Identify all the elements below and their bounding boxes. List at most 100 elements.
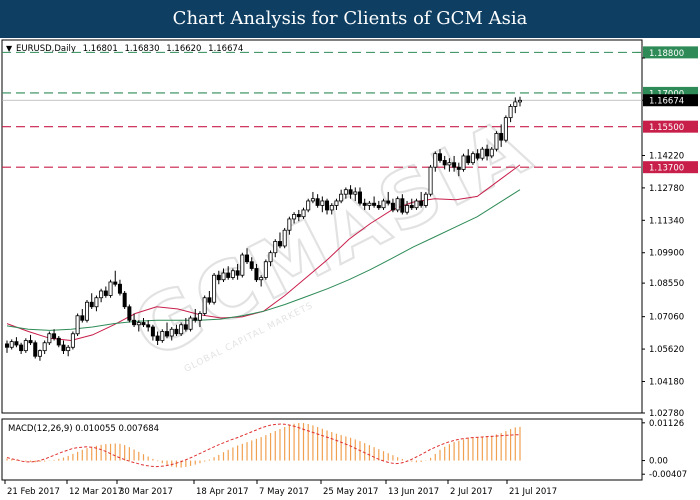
candle: [405, 200, 410, 215]
candle-body: [94, 297, 99, 308]
candle-body: [339, 193, 344, 202]
candle-body: [343, 189, 348, 195]
candle: [277, 232, 282, 249]
candle: [503, 115, 508, 143]
candle-body: [103, 290, 108, 296]
current-price-tag: [643, 94, 698, 107]
candle-body: [428, 166, 433, 195]
candle-body: [202, 297, 207, 314]
candle-body: [315, 198, 320, 206]
level-tag-1.13700: [643, 161, 698, 174]
candle-body: [485, 148, 490, 157]
candle-body: [89, 301, 94, 308]
candle: [61, 340, 66, 355]
candle-body: [494, 133, 499, 150]
candle: [85, 299, 90, 323]
candle: [207, 290, 212, 305]
candle: [485, 144, 490, 161]
candle: [254, 263, 259, 282]
ohlc-high: 1.16830: [124, 44, 159, 54]
candle-body: [273, 241, 278, 254]
candle-body: [80, 315, 85, 321]
candle: [146, 320, 151, 332]
candle: [268, 250, 273, 267]
candle-body: [136, 322, 141, 326]
candle-body: [56, 337, 61, 346]
candle: [334, 198, 339, 210]
candle: [381, 198, 386, 210]
candle-body: [367, 202, 372, 206]
candle: [33, 340, 38, 359]
candle-body: [117, 283, 122, 294]
candle-body: [518, 99, 523, 103]
candle: [103, 286, 108, 298]
candle-body: [442, 160, 447, 166]
candle: [400, 194, 405, 215]
candle: [28, 334, 33, 346]
candle-body: [212, 274, 217, 303]
candle: [113, 270, 118, 287]
candle: [428, 164, 433, 197]
candle-body: [61, 344, 66, 352]
y-tick-label: 1.12780: [649, 184, 684, 194]
candle: [80, 309, 85, 323]
candle-body: [306, 200, 311, 211]
x-tick-label: 21 Feb 2017: [7, 487, 60, 497]
y-tick-label: 1.05620: [649, 345, 684, 355]
candle-body: [122, 292, 127, 308]
price-panel: [1, 39, 643, 414]
candle: [508, 104, 513, 123]
candle-body: [66, 346, 71, 352]
candle-body: [150, 326, 155, 337]
candle-body: [221, 272, 226, 281]
candle-body: [33, 342, 38, 357]
level-label-1.13700: 1.13700: [649, 164, 684, 174]
chart-title: Chart Analysis for Clients of GCM Asia: [172, 8, 528, 29]
candle-body: [334, 200, 339, 206]
candle-body: [127, 306, 132, 321]
symbol-name: EURUSD,Daily: [16, 44, 76, 54]
candle: [282, 227, 287, 249]
candle-body: [381, 200, 386, 209]
y-tick-label: 1.02780: [649, 409, 684, 419]
candle: [480, 146, 485, 161]
candle: [348, 185, 353, 199]
candle: [66, 345, 71, 357]
candle: [56, 336, 61, 348]
y-tick-label: 1.08550: [649, 279, 684, 289]
level-label-1.15500: 1.15500: [649, 123, 684, 133]
x-tick-label: 13 Jun 2017: [388, 487, 439, 497]
candle-body: [409, 205, 414, 209]
candle-body: [5, 343, 10, 348]
candle-body: [146, 324, 151, 328]
candle: [202, 295, 207, 316]
macd-y-tick-label: 0.00: [649, 457, 668, 467]
symbol-dropdown-icon[interactable]: ▼: [6, 44, 13, 53]
candle-body: [357, 191, 362, 204]
candle-body: [165, 331, 170, 337]
candle: [419, 191, 424, 208]
candle: [249, 257, 254, 271]
x-tick-label: 30 Mar 2017: [119, 487, 173, 497]
ohlc-low: 1.16620: [166, 44, 201, 54]
macd-label: MACD(12,26,9) 0.010055 0.007684: [8, 424, 159, 434]
candle: [212, 272, 217, 305]
candle-body: [282, 229, 287, 247]
candle: [160, 329, 165, 343]
candle: [315, 194, 320, 208]
candle-body: [47, 333, 52, 344]
level-tag-1.18800: [643, 46, 698, 59]
candle: [339, 189, 344, 204]
candle: [221, 268, 226, 282]
candle-body: [287, 218, 292, 231]
candle-body: [503, 117, 508, 141]
candle: [155, 331, 160, 346]
candle-body: [188, 317, 193, 330]
candle: [193, 309, 198, 323]
candle-body: [292, 214, 297, 220]
y-tick-label: 1.11340: [649, 216, 684, 226]
candle-body: [263, 261, 268, 278]
candle-body: [470, 153, 475, 164]
candle-body: [329, 205, 334, 211]
